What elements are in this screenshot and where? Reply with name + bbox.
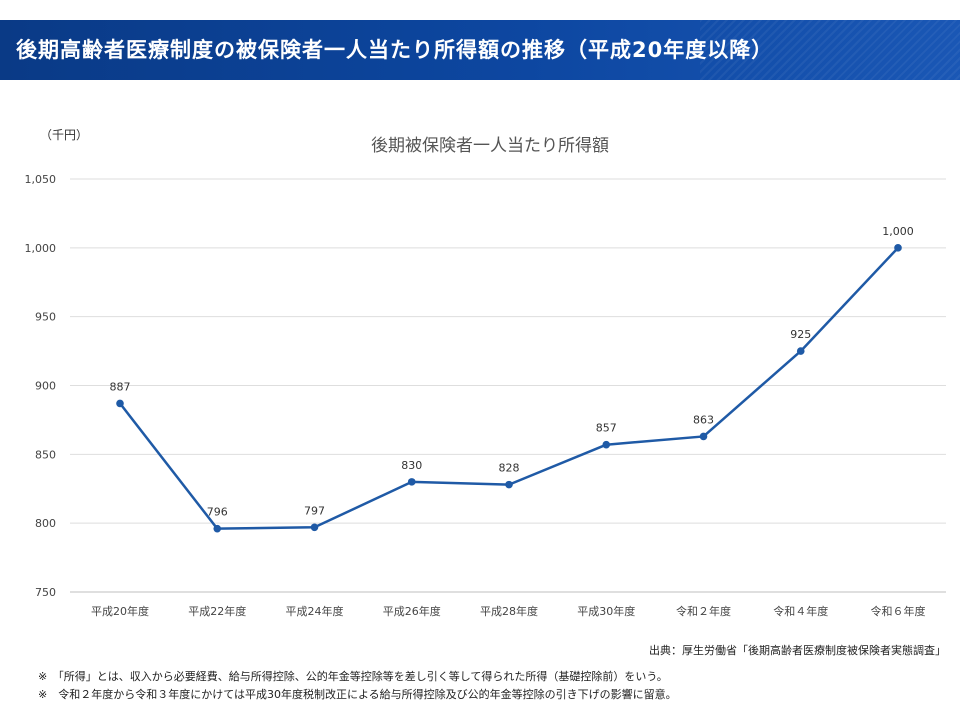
footnote-1: ※ 「所得」とは、収入から必要経費、給与所得控除、公的年金等控除等を差し引く等し… xyxy=(38,670,668,683)
footnote-2: ※ 令和２年度から令和３年度にかけては平成30年度税制改正による給与所得控除及び… xyxy=(38,688,677,701)
y-axis-unit-label: （千円） xyxy=(40,128,89,142)
x-tick-label: 令和２年度 xyxy=(676,604,731,618)
x-tick-label: 平成20年度 xyxy=(91,604,149,618)
y-tick-label: 1,000 xyxy=(25,242,57,255)
y-tick-label: 750 xyxy=(35,586,56,599)
data-label: 797 xyxy=(304,504,325,517)
data-label: 857 xyxy=(596,422,617,435)
x-tick-label: 平成30年度 xyxy=(577,604,635,618)
header-stripes xyxy=(700,20,960,80)
data-point xyxy=(116,399,124,408)
x-tick-label: 平成24年度 xyxy=(286,604,344,618)
chart-title: 後期被保険者一人当たり所得額 xyxy=(371,136,609,156)
data-point xyxy=(407,478,416,486)
data-label: 887 xyxy=(110,380,131,393)
data-point xyxy=(505,480,513,489)
data-label: 863 xyxy=(693,413,714,426)
data-label: 796 xyxy=(207,506,228,519)
x-tick-label: 令和６年度 xyxy=(871,604,926,618)
x-tick-label: 令和４年度 xyxy=(773,604,828,618)
data-point xyxy=(699,432,708,441)
data-point xyxy=(894,244,902,252)
header-banner: 後期高齢者医療制度の被保険者一人当たり所得額の推移（平成20年度以降） xyxy=(0,20,960,80)
data-point xyxy=(796,347,805,355)
y-tick-label: 1,050 xyxy=(25,173,57,186)
page-title: 後期高齢者医療制度の被保険者一人当たり所得額の推移（平成20年度以降） xyxy=(16,38,774,62)
data-point xyxy=(602,440,611,449)
x-tick-label: 平成22年度 xyxy=(188,604,246,618)
x-tick-label: 平成28年度 xyxy=(480,604,538,618)
data-point xyxy=(213,524,222,533)
data-label: 925 xyxy=(790,328,811,341)
y-tick-label: 900 xyxy=(35,380,56,393)
y-tick-label: 800 xyxy=(35,517,56,530)
source-note: 出典：厚生労働省「後期高齢者医療制度被保険者実態調査」 xyxy=(649,644,946,657)
data-label: 1,000 xyxy=(882,225,914,238)
data-label: 828 xyxy=(499,462,520,475)
y-tick-label: 950 xyxy=(35,311,56,324)
y-tick-label: 850 xyxy=(35,448,56,461)
x-tick-label: 平成26年度 xyxy=(383,604,441,618)
data-label: 830 xyxy=(401,459,422,472)
data-point xyxy=(310,523,319,532)
